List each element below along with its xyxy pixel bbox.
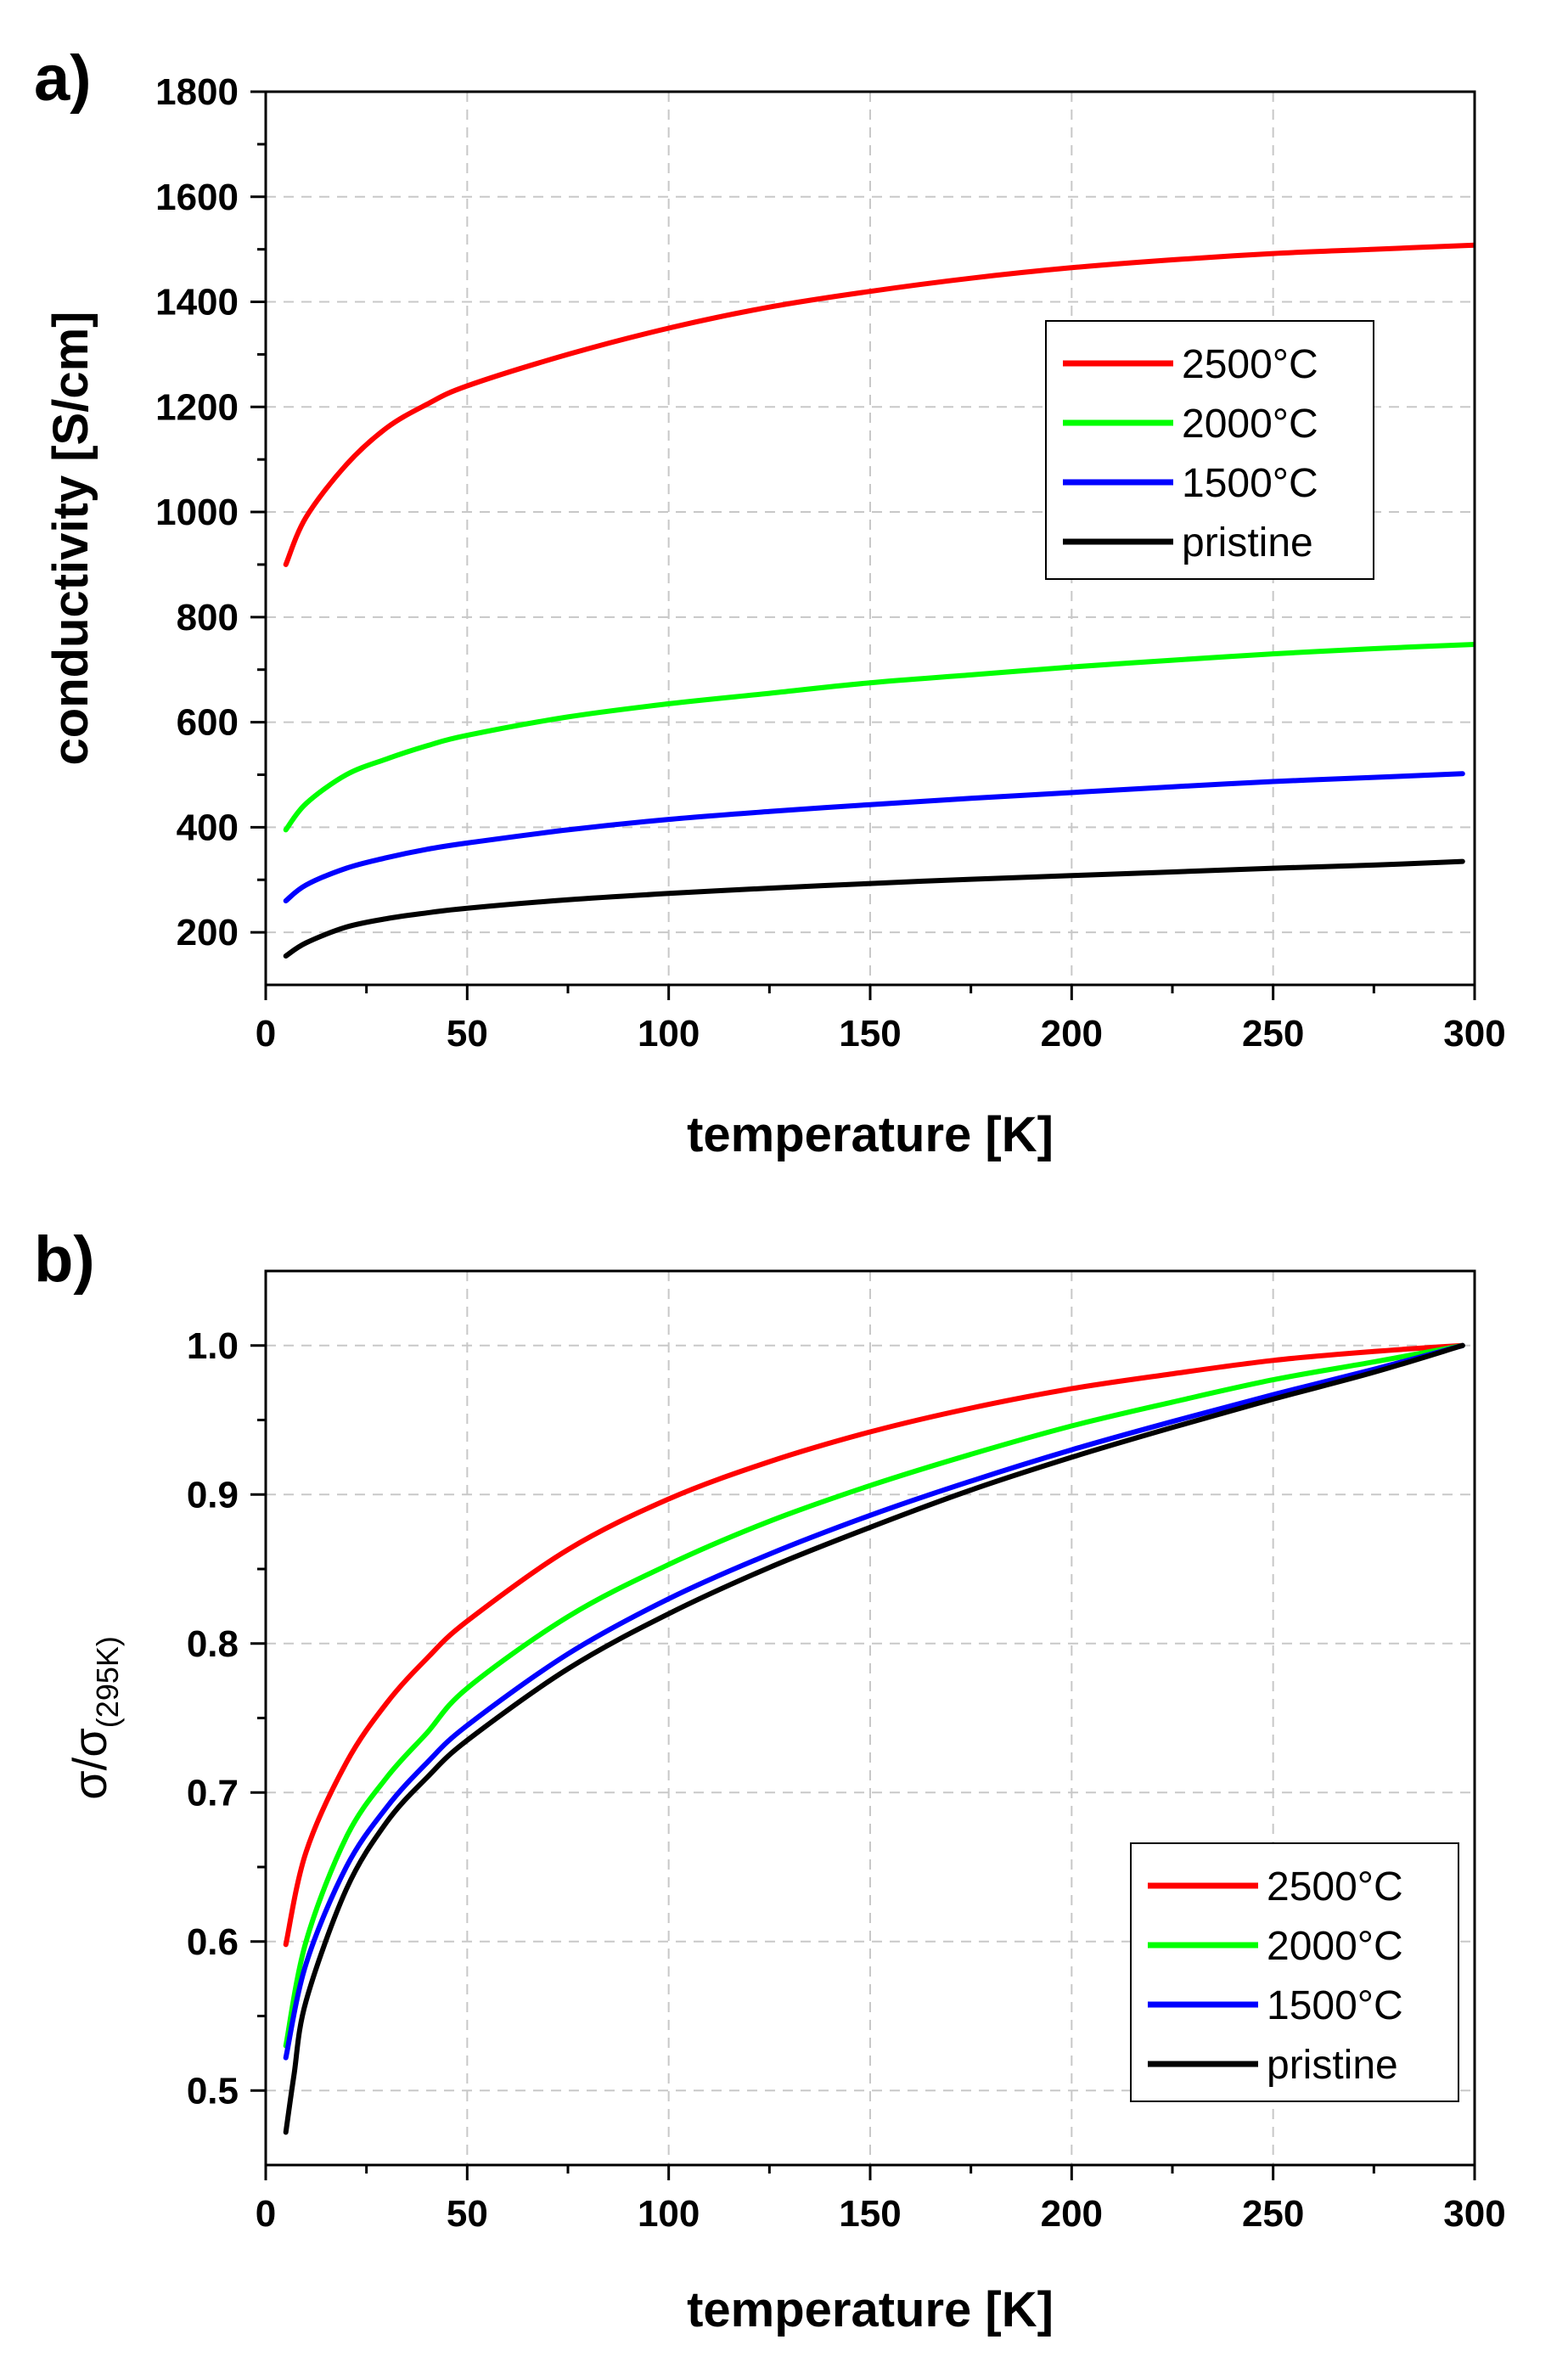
x-tick-label: 100 — [638, 1013, 700, 1054]
series-line-2000C — [283, 642, 1475, 833]
legend-label: 2500°C — [1182, 342, 1318, 387]
y-tick-label: 1000 — [155, 492, 239, 533]
x-tick-label: 300 — [1443, 2193, 1505, 2235]
legend: 2500°C 2000°C 1500°C pristine — [1130, 1842, 1459, 2102]
series-line-2500C — [283, 242, 1475, 567]
panel-a: a) 0 50 100 150 200 250 300 200 400 600 800 1000 1200… — [34, 42, 1506, 1162]
y-tick-label: 200 — [177, 912, 239, 953]
x-tick-label: 150 — [839, 1013, 901, 1054]
y-tick-label: 1.0 — [187, 1325, 239, 1367]
x-axis-title: temperature [K] — [687, 1107, 1054, 1162]
panel-label: a) — [34, 42, 92, 115]
x-tick-label: 200 — [1041, 2193, 1103, 2235]
y-tick-label: 0.7 — [187, 1772, 239, 1814]
x-tick-label: 150 — [839, 2193, 901, 2235]
legend-label: pristine — [1182, 520, 1313, 565]
legend-label: 2500°C — [1267, 1864, 1403, 1909]
x-tick-label: 50 — [447, 2193, 488, 2235]
legend-label: 1500°C — [1267, 1983, 1403, 2028]
y-tick-label: 1400 — [155, 282, 239, 323]
y-tick-label: 1600 — [155, 177, 239, 218]
y-tick-label: 0.9 — [187, 1474, 239, 1516]
legend-label: 2000°C — [1182, 402, 1318, 447]
panel-b: b) 0 50 100 150 200 250 300 0.5 0.6 0.7 0.8 0.9 1.0 te… — [34, 1223, 1506, 2337]
y-tick-label: 0.6 — [187, 1921, 239, 1963]
panel-label: b) — [34, 1223, 95, 1296]
x-tick-label: 100 — [638, 2193, 700, 2235]
y-axis-title: σ/σ(295K) — [63, 1636, 125, 1800]
y-tick-label: 0.8 — [187, 1623, 239, 1665]
x-tick-label: 300 — [1443, 1013, 1505, 1054]
x-tick-label: 250 — [1242, 2193, 1304, 2235]
x-tick-label: 250 — [1242, 1013, 1304, 1054]
legend-label: 2000°C — [1267, 1924, 1403, 1969]
y-axis-title: conductivity [S/cm] — [43, 312, 98, 766]
y-axis-title-main: σ/σ — [63, 1728, 116, 1800]
y-tick-label: 1800 — [155, 71, 239, 113]
series-line-pristine — [283, 1342, 1465, 2135]
series-line-2000C — [283, 1342, 1465, 2049]
series-line-2500C — [283, 1342, 1465, 1948]
series-line-1500C — [283, 1342, 1465, 2061]
series-line-pristine — [283, 858, 1465, 959]
series-line-1500C — [283, 771, 1465, 903]
y-tick-label: 0.5 — [187, 2070, 239, 2112]
x-tick-label: 200 — [1041, 1013, 1103, 1054]
x-axis-title: temperature [K] — [687, 2282, 1054, 2337]
legend-label: pristine — [1267, 2043, 1398, 2088]
x-tick-label: 0 — [256, 2193, 276, 2235]
y-tick-label: 400 — [177, 807, 239, 848]
legend: 2500°C 2000°C 1500°C pristine — [1045, 320, 1374, 580]
y-tick-label: 1200 — [155, 386, 239, 428]
y-tick-label: 600 — [177, 702, 239, 744]
y-tick-label: 800 — [177, 597, 239, 638]
x-tick-label: 50 — [447, 1013, 488, 1054]
legend-label: 1500°C — [1182, 461, 1318, 506]
x-tick-label: 0 — [256, 1013, 276, 1054]
y-axis-title-subscript: (295K) — [90, 1636, 125, 1728]
